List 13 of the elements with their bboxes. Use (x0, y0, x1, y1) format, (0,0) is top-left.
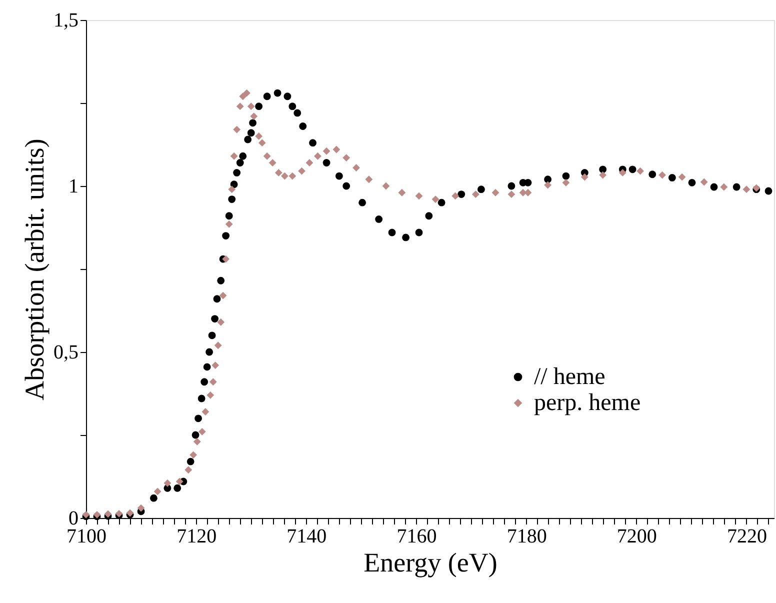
y-tick-label: 1,5 (54, 10, 78, 32)
legend-label: perp. heme (534, 390, 641, 416)
x-axis-title: Energy (eV) (364, 548, 498, 578)
y-axis-title: Absorption (arbit. units) (20, 138, 50, 400)
x-tick-label: 7120 (176, 526, 217, 548)
y-tick-label: 0,5 (54, 342, 78, 364)
legend-label: // heme (534, 364, 606, 390)
x-tick-label: 7140 (286, 526, 327, 548)
x-tick-label: 7200 (616, 526, 657, 548)
x-tick-label: 7180 (506, 526, 547, 548)
x-tick-label: 7220 (726, 526, 767, 548)
x-tick-label: 7160 (396, 526, 437, 548)
y-tick-label: 1 (68, 176, 78, 198)
